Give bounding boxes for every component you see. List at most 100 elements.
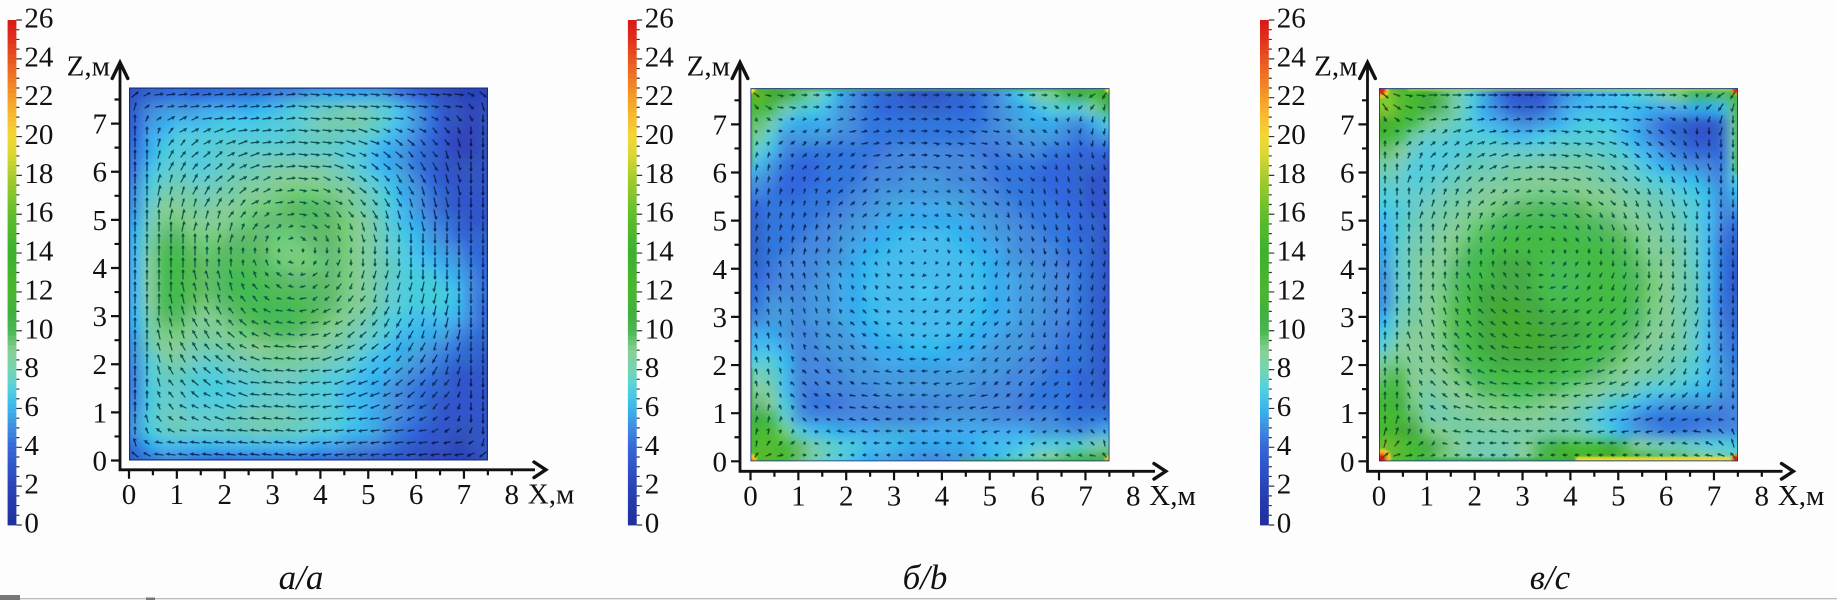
svg-text:5: 5	[1340, 206, 1355, 238]
svg-text:18: 18	[24, 158, 53, 190]
svg-text:3: 3	[1515, 480, 1530, 512]
svg-text:X,м: X,м	[1149, 480, 1196, 512]
svg-text:4: 4	[713, 254, 728, 286]
svg-text:Z,м: Z,м	[1314, 51, 1357, 83]
svg-text:24: 24	[645, 41, 675, 73]
svg-text:0: 0	[1372, 480, 1387, 512]
svg-text:0: 0	[1340, 446, 1355, 478]
svg-text:4: 4	[645, 430, 660, 462]
svg-text:0: 0	[713, 446, 728, 478]
svg-text:2: 2	[839, 480, 854, 512]
svg-text:1: 1	[93, 397, 108, 429]
svg-text:3: 3	[265, 479, 280, 511]
svg-text:8: 8	[1126, 480, 1141, 512]
svg-text:1: 1	[713, 398, 728, 430]
svg-text:12: 12	[645, 274, 674, 306]
svg-text:0: 0	[645, 508, 660, 540]
svg-text:7: 7	[1078, 480, 1093, 512]
svg-text:18: 18	[1277, 158, 1306, 190]
svg-text:2: 2	[645, 469, 660, 501]
svg-text:1: 1	[1340, 398, 1355, 430]
svg-text:6: 6	[24, 391, 39, 423]
svg-text:6: 6	[1030, 480, 1045, 512]
svg-text:4: 4	[313, 479, 328, 511]
svg-text:0: 0	[743, 480, 758, 512]
svg-text:7: 7	[1707, 480, 1722, 512]
svg-text:22: 22	[1277, 80, 1306, 112]
svg-text:Z,м: Z,м	[687, 51, 730, 83]
svg-text:7: 7	[1340, 109, 1355, 141]
svg-text:6: 6	[1277, 391, 1292, 423]
svg-text:а/a: а/a	[279, 558, 324, 597]
svg-text:7: 7	[713, 109, 728, 141]
svg-text:2: 2	[24, 469, 39, 501]
svg-text:2: 2	[1467, 480, 1482, 512]
svg-text:14: 14	[1277, 236, 1307, 268]
svg-text:16: 16	[645, 197, 674, 229]
svg-text:5: 5	[361, 479, 376, 511]
svg-text:22: 22	[24, 80, 53, 112]
svg-text:3: 3	[887, 480, 902, 512]
svg-text:14: 14	[645, 236, 675, 268]
svg-text:16: 16	[24, 197, 53, 229]
svg-text:10: 10	[24, 313, 53, 345]
svg-text:20: 20	[24, 119, 53, 151]
svg-text:1: 1	[170, 479, 185, 511]
svg-text:26: 26	[24, 3, 53, 35]
svg-text:4: 4	[1340, 254, 1355, 286]
svg-text:5: 5	[713, 206, 728, 238]
svg-text:2: 2	[713, 350, 728, 382]
svg-text:3: 3	[713, 302, 728, 334]
svg-text:26: 26	[645, 3, 674, 35]
svg-text:18: 18	[645, 158, 674, 190]
svg-text:20: 20	[645, 119, 674, 151]
svg-text:22: 22	[645, 80, 674, 112]
svg-text:6: 6	[713, 158, 728, 190]
svg-text:в/c: в/c	[1530, 558, 1571, 597]
svg-text:7: 7	[457, 479, 472, 511]
svg-text:6: 6	[1659, 480, 1674, 512]
svg-text:0: 0	[24, 508, 39, 540]
svg-text:8: 8	[505, 479, 520, 511]
svg-text:X,м: X,м	[528, 478, 575, 510]
svg-text:0: 0	[122, 479, 137, 511]
svg-text:5: 5	[983, 480, 998, 512]
svg-text:16: 16	[1277, 197, 1306, 229]
svg-text:20: 20	[1277, 119, 1306, 151]
svg-text:X,м: X,м	[1778, 480, 1825, 512]
svg-text:4: 4	[1563, 480, 1578, 512]
svg-text:6: 6	[1340, 158, 1355, 190]
svg-text:0: 0	[1277, 508, 1292, 540]
svg-text:7: 7	[93, 109, 108, 141]
svg-text:4: 4	[24, 430, 39, 462]
svg-text:8: 8	[1755, 480, 1770, 512]
svg-text:б/b: б/b	[903, 558, 948, 597]
svg-text:4: 4	[93, 253, 108, 285]
svg-text:0: 0	[93, 446, 108, 478]
svg-text:8: 8	[24, 352, 39, 384]
svg-text:14: 14	[24, 236, 54, 268]
svg-text:6: 6	[93, 157, 108, 189]
svg-text:2: 2	[93, 349, 108, 381]
svg-text:3: 3	[93, 301, 108, 333]
svg-text:5: 5	[1611, 480, 1626, 512]
svg-text:6: 6	[645, 391, 660, 423]
svg-text:2: 2	[1277, 469, 1292, 501]
svg-text:10: 10	[1277, 313, 1306, 345]
svg-text:1: 1	[791, 480, 806, 512]
svg-text:24: 24	[1277, 41, 1307, 73]
svg-text:4: 4	[1277, 430, 1292, 462]
svg-text:12: 12	[1277, 274, 1306, 306]
svg-text:2: 2	[217, 479, 232, 511]
svg-text:24: 24	[24, 41, 54, 73]
svg-text:10: 10	[645, 313, 674, 345]
svg-text:3: 3	[1340, 302, 1355, 334]
svg-text:12: 12	[24, 274, 53, 306]
svg-text:5: 5	[93, 205, 108, 237]
svg-text:Z,м: Z,м	[67, 51, 110, 83]
svg-text:26: 26	[1277, 3, 1306, 35]
svg-text:6: 6	[409, 479, 424, 511]
svg-text:8: 8	[645, 352, 660, 384]
svg-text:2: 2	[1340, 350, 1355, 382]
svg-text:8: 8	[1277, 352, 1292, 384]
